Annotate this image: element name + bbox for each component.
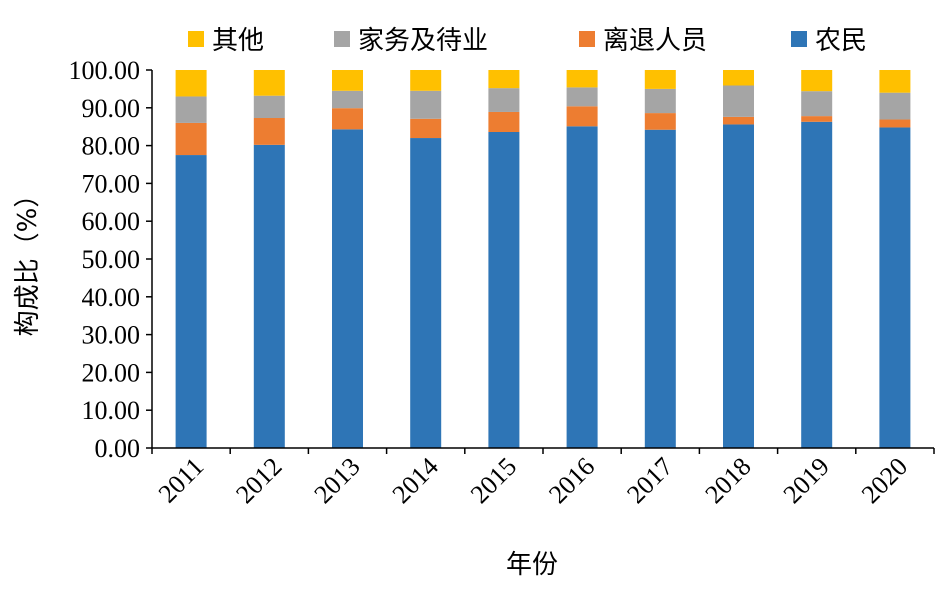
x-tick-label: 2013 xyxy=(308,452,365,509)
bar-segment-2011-2 xyxy=(175,96,207,123)
bar-segment-2015-3 xyxy=(488,70,520,89)
bar-segment-2020-2 xyxy=(879,92,911,120)
bar-segment-2017-2 xyxy=(644,88,676,114)
y-tick-label: 10.00 xyxy=(82,396,141,425)
bar-segment-2012-3 xyxy=(253,70,285,96)
bar-segment-2012-2 xyxy=(253,95,285,119)
x-tick-label: 2014 xyxy=(387,452,444,509)
bar-segment-2012-0 xyxy=(253,144,285,448)
legend-label-3: 其他 xyxy=(212,26,264,56)
bar-segment-2016-2 xyxy=(566,87,598,107)
bar-segment-2015-2 xyxy=(488,88,520,112)
x-axis-ticks: 2011 2012 2013 2014 2015 2016 2017 2018 2019 2020 xyxy=(151,448,935,509)
x-tick-label: 2012 xyxy=(230,452,287,509)
y-tick-label: 90.00 xyxy=(82,94,141,123)
x-tick-label: 2015 xyxy=(465,452,522,509)
bar-segment-2020-3 xyxy=(879,70,911,93)
bar-segment-2018-3 xyxy=(723,70,754,86)
bar-segment-2017-0 xyxy=(644,129,676,448)
y-tick-label: 60.00 xyxy=(82,207,141,236)
bar-segment-2019-1 xyxy=(801,116,833,122)
legend-label-1: 离退人员 xyxy=(603,26,707,56)
y-tick-label: 0.00 xyxy=(95,434,141,463)
bar-segment-2020-0 xyxy=(879,127,911,449)
bar-segment-2014-3 xyxy=(410,70,442,91)
bar-segment-2018-1 xyxy=(723,116,754,125)
bar-segment-2011-1 xyxy=(175,122,207,156)
y-tick-label: 70.00 xyxy=(82,169,141,198)
bar-segment-2012-1 xyxy=(253,118,285,145)
bar-segment-2017-3 xyxy=(644,70,676,89)
bar-segment-2013-3 xyxy=(332,70,363,91)
legend-swatch-2 xyxy=(334,31,350,47)
x-tick-label: 2018 xyxy=(699,452,756,509)
legend: 其他 家务及待业 离退人员 农民 xyxy=(188,26,867,56)
bar-segment-2019-3 xyxy=(801,70,833,92)
bar-segment-2015-1 xyxy=(488,111,520,132)
y-tick-label: 30.00 xyxy=(82,321,141,350)
bar-segment-2020-1 xyxy=(879,119,911,128)
bar-segment-2015-0 xyxy=(488,131,520,448)
legend-swatch-1 xyxy=(579,31,595,47)
bar-segment-2016-1 xyxy=(566,106,598,127)
legend-swatch-3 xyxy=(188,31,204,47)
bar-segment-2013-0 xyxy=(332,129,363,448)
y-tick-label: 50.00 xyxy=(82,245,141,274)
bar-segment-2019-2 xyxy=(801,91,833,117)
x-tick-label: 2020 xyxy=(856,452,913,509)
y-tick-label: 100.00 xyxy=(69,56,141,85)
x-tick-label: 2019 xyxy=(778,452,835,509)
bar-segment-2017-1 xyxy=(644,113,676,130)
bar-segment-2011-0 xyxy=(175,155,207,449)
legend-label-0: 农民 xyxy=(815,26,867,56)
legend-swatch-0 xyxy=(791,31,807,47)
legend-label-2: 家务及待业 xyxy=(358,26,488,56)
y-tick-label: 80.00 xyxy=(82,132,141,161)
bar-segment-2013-1 xyxy=(332,108,363,130)
x-tick-label: 2017 xyxy=(621,452,678,509)
y-axis-ticks: 0.00 10.00 20.00 30.00 40.00 50.00 60.00 70.00 8… xyxy=(69,56,152,463)
bars xyxy=(175,70,911,449)
y-axis-title: 构成比（%） xyxy=(13,182,43,337)
x-tick-label: 2016 xyxy=(543,452,600,509)
y-tick-label: 40.00 xyxy=(82,283,141,312)
bar-segment-2016-0 xyxy=(566,126,598,449)
bar-segment-2014-1 xyxy=(410,118,442,139)
bar-segment-2016-3 xyxy=(566,70,598,88)
bar-segment-2019-0 xyxy=(801,121,833,448)
bar-segment-2011-3 xyxy=(175,70,207,97)
x-axis-title: 年份 xyxy=(506,550,558,580)
bar-segment-2014-0 xyxy=(410,138,442,449)
bar-segment-2018-0 xyxy=(723,124,754,448)
bar-segment-2018-2 xyxy=(723,85,754,117)
bar-segment-2014-2 xyxy=(410,90,442,119)
y-tick-label: 20.00 xyxy=(82,358,141,387)
x-tick-label: 2011 xyxy=(153,452,210,509)
bar-segment-2013-2 xyxy=(332,90,363,109)
